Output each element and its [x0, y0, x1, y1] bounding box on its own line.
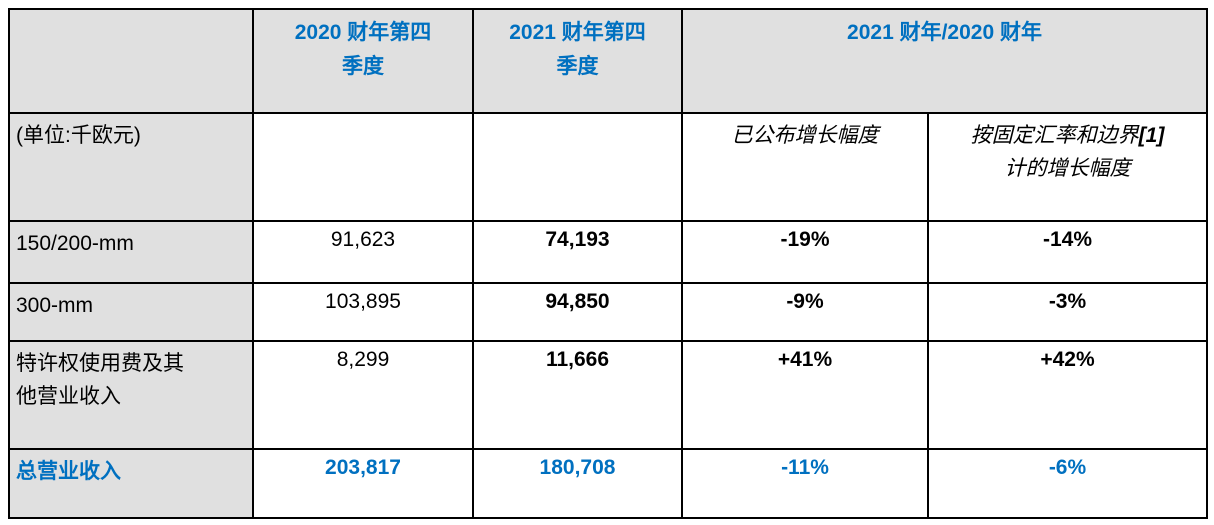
empty-cell	[472, 112, 683, 222]
table-row: 特许权使用费及其 他营业收入 8,299 11,666 +41% +42%	[8, 340, 1208, 450]
total-q4-2020: 203,817	[252, 448, 474, 519]
row-label-150-200mm: 150/200-mm	[8, 220, 254, 284]
subheader-row: (单位:千欧元) 已公布增长幅度 按固定汇率和边界[1] 计的增长幅度	[8, 112, 1208, 222]
value-constant-growth: -14%	[927, 220, 1208, 284]
total-constant-growth: -6%	[927, 448, 1208, 519]
header-row: 2020 财年第四 季度 2021 财年第四 季度 2021 财年/2020 财…	[8, 8, 1208, 114]
row-label-300mm: 300-mm	[8, 282, 254, 342]
table-row: 150/200-mm 91,623 74,193 -19% -14%	[8, 220, 1208, 284]
value-reported-growth: -19%	[681, 220, 929, 284]
total-row: 总营业收入 203,817 180,708 -11% -6%	[8, 448, 1208, 519]
col-subheader-reported-growth: 已公布增长幅度	[681, 112, 929, 222]
value-q4-2020: 91,623	[252, 220, 474, 284]
value-reported-growth: -9%	[681, 282, 929, 342]
col-header-q4-2021: 2021 财年第四 季度	[472, 8, 683, 114]
col-header-yoy-comparison: 2021 财年/2020 财年	[681, 8, 1208, 114]
value-reported-growth: +41%	[681, 340, 929, 450]
total-q4-2021: 180,708	[472, 448, 683, 519]
value-q4-2021: 94,850	[472, 282, 683, 342]
footnote-ref: [1]	[1138, 124, 1165, 147]
row-label-royalties: 特许权使用费及其 他营业收入	[8, 340, 254, 450]
value-q4-2021: 11,666	[472, 340, 683, 450]
financial-results-table: 2020 财年第四 季度 2021 财年第四 季度 2021 财年/2020 财…	[8, 8, 1208, 519]
empty-cell	[252, 112, 474, 222]
constant-rates-text-line2: 计的增长幅度	[1004, 156, 1131, 180]
value-constant-growth: +42%	[927, 340, 1208, 450]
col-subheader-constant-rates: 按固定汇率和边界[1] 计的增长幅度	[927, 112, 1208, 222]
constant-rates-text: 按固定汇率和边界	[970, 124, 1139, 147]
col-header-q4-2020: 2020 财年第四 季度	[252, 8, 474, 114]
table-row: 300-mm 103,895 94,850 -9% -3%	[8, 282, 1208, 342]
row-label-total-revenue: 总营业收入	[8, 448, 254, 519]
value-constant-growth: -3%	[927, 282, 1208, 342]
total-reported-growth: -11%	[681, 448, 929, 519]
value-q4-2021: 74,193	[472, 220, 683, 284]
value-q4-2020: 103,895	[252, 282, 474, 342]
value-q4-2020: 8,299	[252, 340, 474, 450]
corner-empty-cell	[8, 8, 254, 114]
unit-label-cell: (单位:千欧元)	[8, 112, 254, 222]
